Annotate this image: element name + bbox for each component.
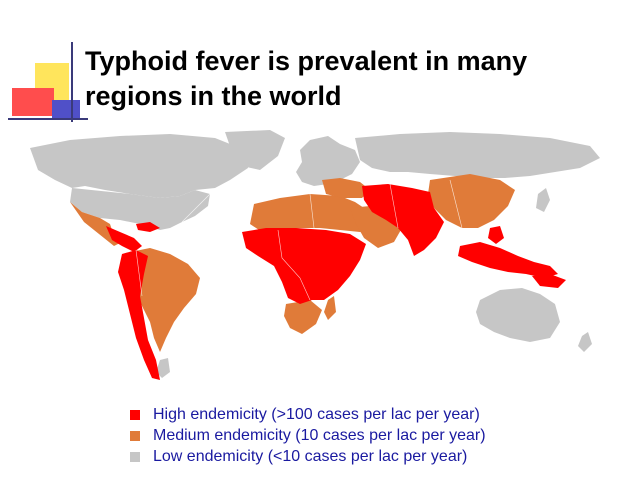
- low-endemicity-swatch-icon: [130, 451, 140, 462]
- region-japan: [536, 188, 550, 212]
- decorative-square-red: [12, 88, 54, 116]
- decorative-square-blue: [52, 100, 80, 118]
- legend-label-medium: Medium endemicity (10 cases per lac per …: [153, 426, 486, 444]
- high-endemicity-swatch-icon: [130, 409, 140, 420]
- high-regions: [106, 184, 566, 380]
- decorative-line-horizontal: [8, 118, 88, 120]
- medium-endemicity-swatch-icon: [130, 430, 140, 441]
- world-map: [30, 130, 600, 380]
- legend-item-high: High endemicity (>100 cases per lac per …: [130, 404, 600, 425]
- region-new-zealand: [578, 332, 592, 352]
- region-usa: [70, 188, 210, 230]
- region-southeast-asia: [458, 242, 558, 278]
- legend-item-medium: Medium endemicity (10 cases per lac per …: [130, 425, 600, 446]
- region-russia: [355, 132, 600, 178]
- legend-label-high: High endemicity (>100 cases per lac per …: [153, 405, 480, 423]
- legend-item-low: Low endemicity (<10 cases per lac per ye…: [130, 446, 600, 467]
- region-mexico: [70, 202, 122, 246]
- region-south-america-east: [130, 248, 200, 352]
- region-south-asia: [362, 184, 444, 256]
- country-borders: [135, 179, 463, 301]
- region-greenland: [225, 130, 285, 170]
- region-southern-africa: [284, 300, 322, 334]
- region-caribbean: [136, 222, 160, 232]
- region-north-america-north: [30, 134, 248, 198]
- region-south-america-tip: [156, 358, 170, 378]
- region-philippines: [488, 226, 504, 244]
- region-sub-saharan-africa: [242, 228, 366, 304]
- slide-title: Typhoid fever is prevalent in many regio…: [85, 46, 528, 111]
- region-central-america: [106, 226, 142, 252]
- region-andes: [118, 250, 160, 380]
- map-legend: High endemicity (>100 cases per lac per …: [130, 404, 600, 467]
- region-europe: [296, 136, 360, 186]
- region-turkey-east-europe: [322, 178, 370, 198]
- decorative-line-vertical: [71, 42, 73, 122]
- region-australia: [476, 288, 560, 342]
- region-china: [428, 174, 515, 228]
- region-north-africa: [250, 194, 376, 232]
- low-regions: [30, 130, 600, 378]
- legend-label-low: Low endemicity (<10 cases per lac per ye…: [153, 447, 468, 465]
- region-png: [532, 274, 566, 288]
- region-madagascar: [324, 296, 336, 320]
